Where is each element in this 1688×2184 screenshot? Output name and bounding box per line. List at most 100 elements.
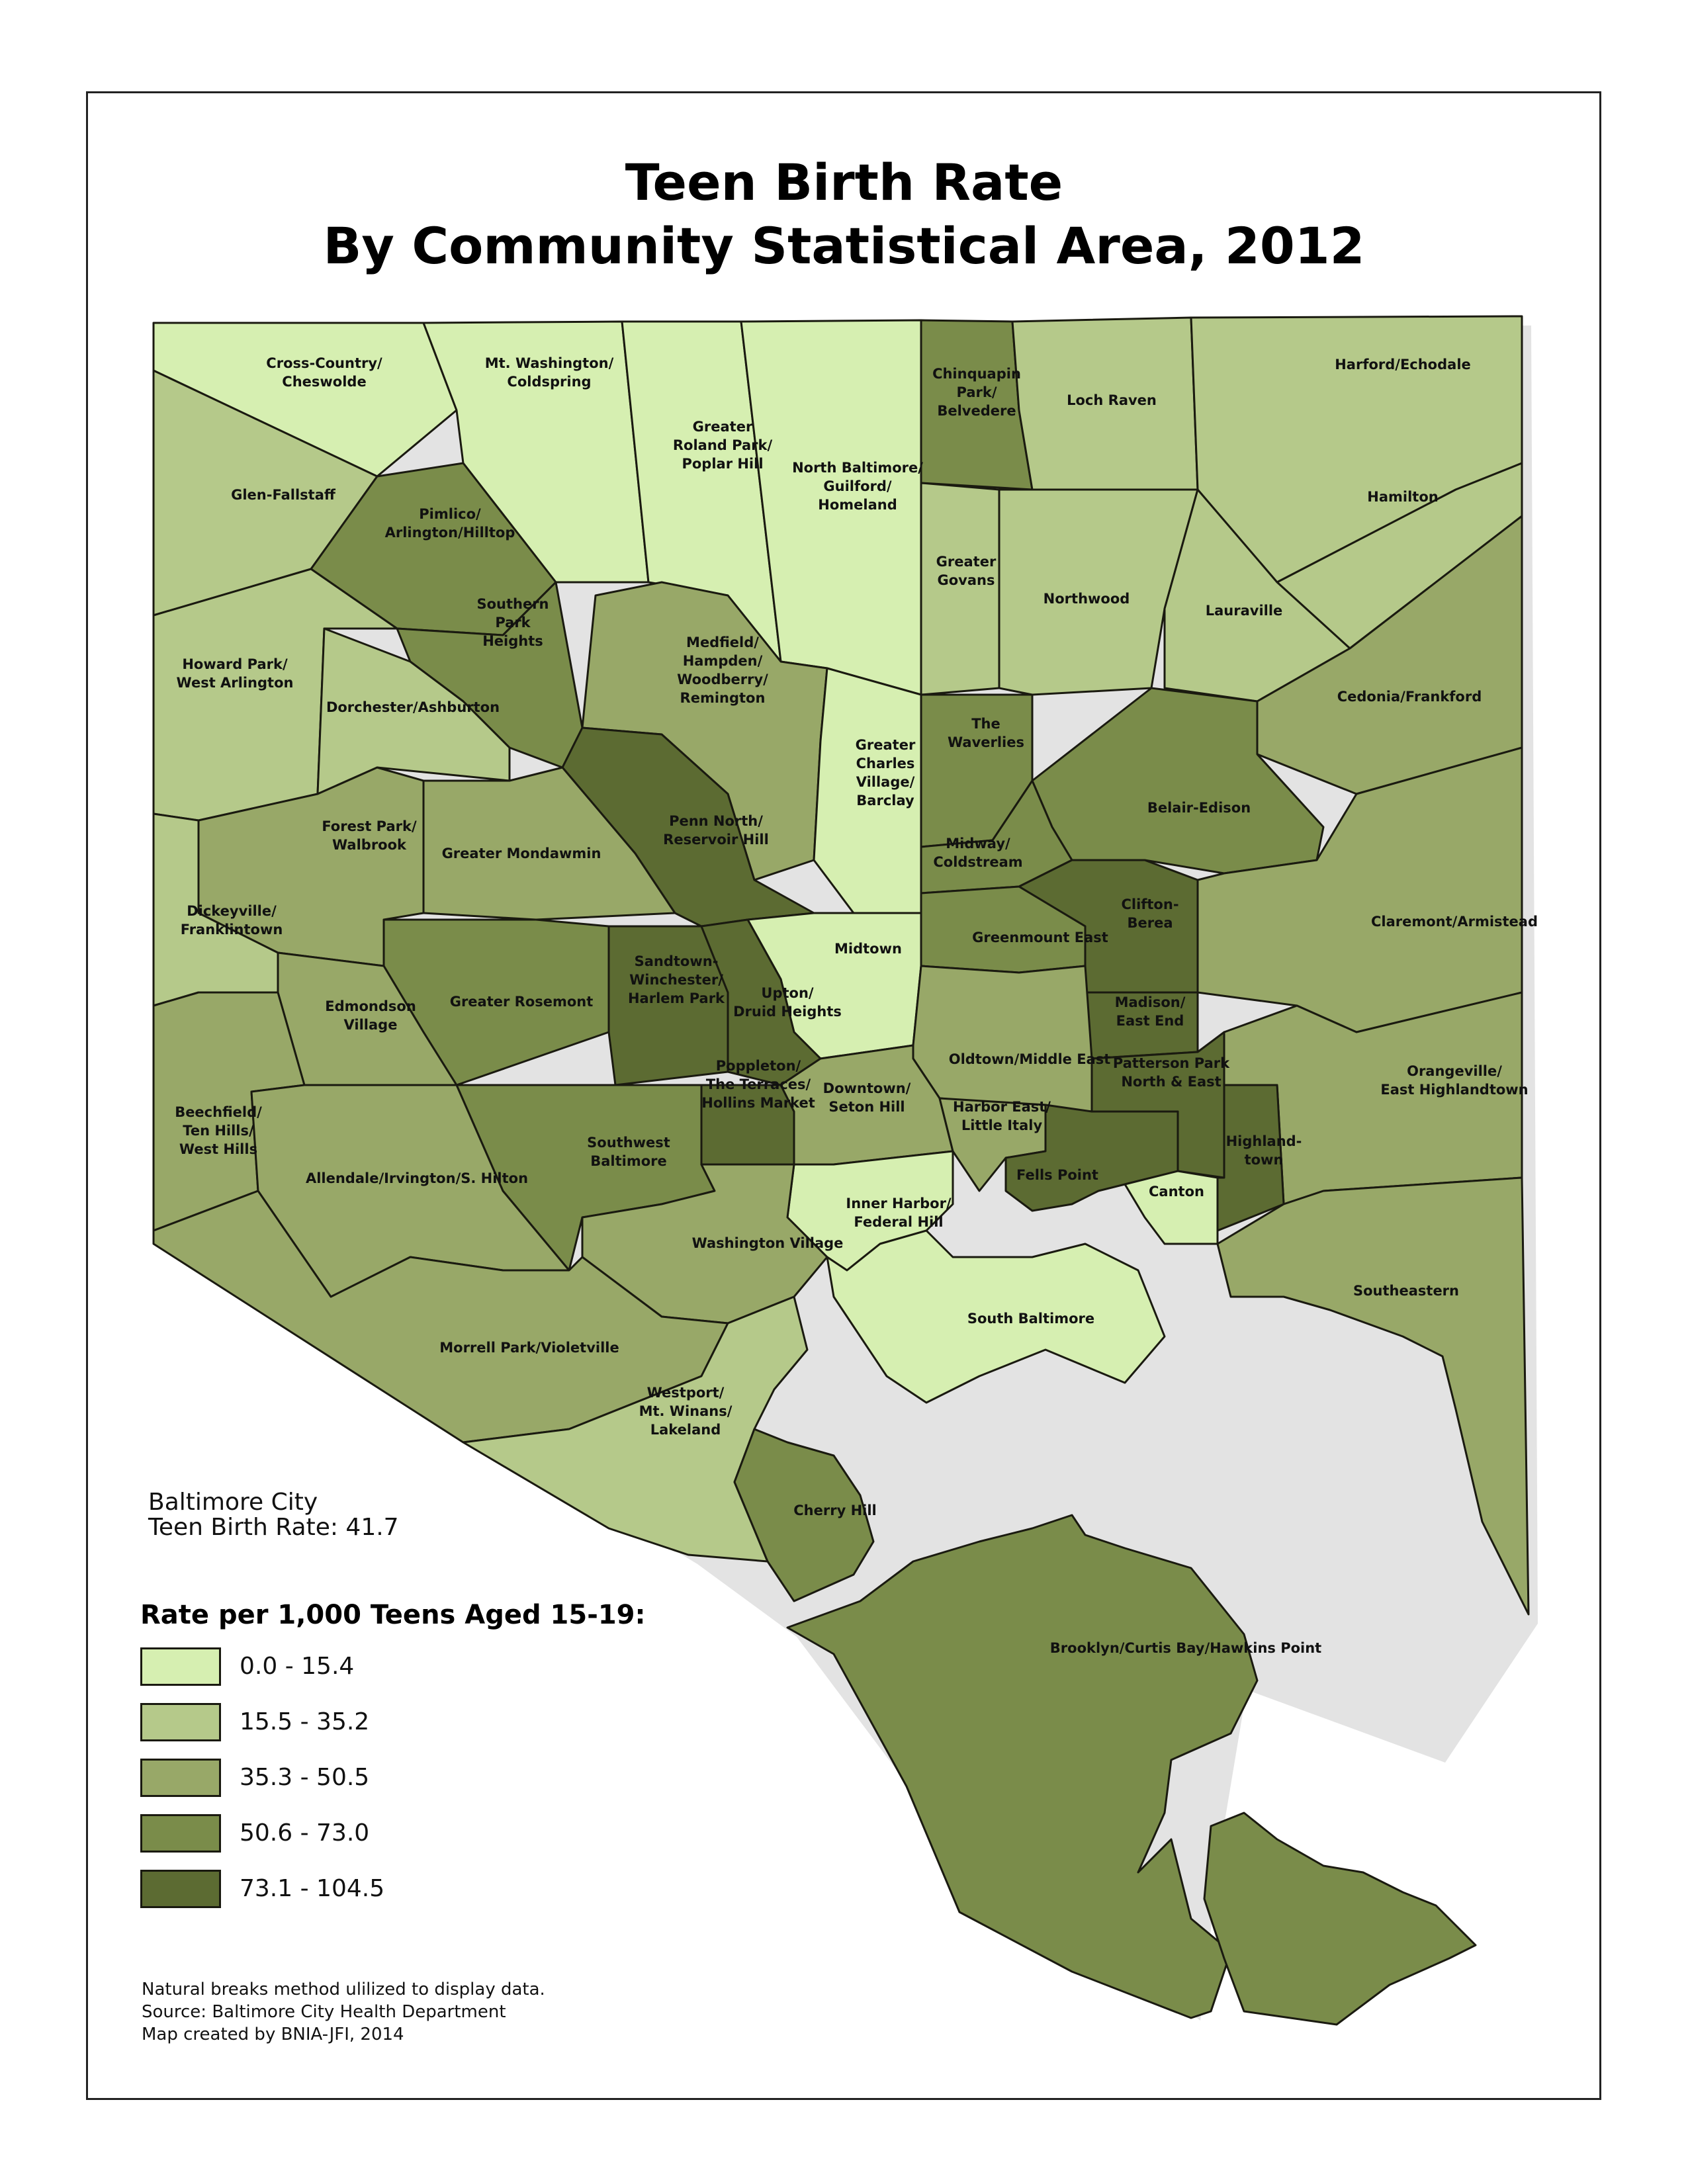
area-brooklyn[interactable] — [786, 1514, 1259, 2019]
area-label-line: Greater — [936, 554, 997, 570]
area-cross-country[interactable] — [152, 322, 458, 478]
area-label-line: Walbrook — [332, 837, 407, 853]
area-label-line: Harbor East/ — [953, 1099, 1051, 1115]
area-label-line: Fells Point — [1016, 1167, 1098, 1183]
legend-label: 73.1 - 104.5 — [240, 1875, 385, 1902]
area-label-oldtown: Oldtown/Middle East — [949, 1051, 1111, 1067]
area-label-line: Hamilton — [1367, 489, 1438, 505]
title-line-2: By Community Statistical Area, 2012 — [323, 216, 1365, 275]
area-label-line: Greater Rosemont — [450, 994, 594, 1010]
area-label-line: Charles — [856, 756, 915, 771]
area-label-line: Pimlico/ — [419, 506, 481, 522]
city-rate-line-1: Baltimore City — [148, 1489, 318, 1516]
area-label-line: Roland Park/ — [673, 437, 773, 453]
area-label-line: Allendale/Irvington/S. Hilton — [306, 1170, 528, 1186]
area-label-line: Forest Park/ — [322, 818, 417, 834]
area-south-baltimore[interactable] — [826, 1229, 1166, 1404]
area-label-line: Oldtown/Middle East — [949, 1051, 1111, 1067]
area-label-line: Poplar Hill — [682, 456, 763, 472]
area-charles-village[interactable] — [813, 667, 922, 914]
area-fells-point[interactable] — [1004, 1104, 1179, 1212]
area-label-line: Edmondson — [325, 998, 416, 1014]
area-label-upton: Upton/Druid Heights — [733, 985, 842, 1020]
legend-item: 35.3 - 50.5 — [140, 1759, 537, 1798]
area-label-cherry-hill: Cherry Hill — [793, 1503, 877, 1518]
area-label-line: Morrell Park/Violetville — [439, 1340, 619, 1356]
area-label-waverlies: The Waverlies — [948, 716, 1024, 750]
area-label-beechfield: Beechfield/Ten Hills/West Hills — [175, 1104, 262, 1157]
legend-label: 15.5 - 35.2 — [240, 1708, 370, 1735]
area-label-line: Patterson Park — [1113, 1055, 1230, 1071]
area-label-poppleton: Poppleton/The Terraces/Hollins Market — [701, 1058, 815, 1111]
note-source: Source: Baltimore City Health Department — [142, 2002, 506, 2022]
area-label-hamilton: Hamilton — [1367, 489, 1438, 505]
area-label-midtown: Midtown — [834, 941, 902, 957]
area-label-line: North & East — [1121, 1074, 1221, 1090]
legend-item: 0.0 - 15.4 — [140, 1647, 537, 1687]
note-credit: Map created by BNIA-JFI, 2014 — [142, 2025, 404, 2044]
area-label-line: Belair-Edison — [1147, 800, 1251, 816]
area-label-line: Highland- — [1226, 1133, 1302, 1149]
legend-label: 0.0 - 15.4 — [240, 1653, 355, 1680]
city-rate-line-2: Teen Birth Rate: 41.7 — [148, 1514, 399, 1541]
area-oldtown[interactable] — [912, 965, 1093, 1113]
area-label-line: Reservoir Hill — [663, 832, 769, 848]
legend-label: 35.3 - 50.5 — [240, 1764, 370, 1791]
legend-label: 50.6 - 73.0 — [240, 1819, 370, 1847]
area-label-washington-village: Washington Village — [692, 1235, 844, 1251]
area-label-line: East Highlandtown — [1380, 1082, 1528, 1098]
area-label-southern-park: Southern Park Heights — [476, 596, 549, 649]
area-label-line: Cheswolde — [282, 374, 366, 390]
area-label-line: Coldspring — [507, 374, 591, 390]
area-cherry-hill[interactable] — [733, 1428, 875, 1602]
city-rate-summary: Baltimore City Teen Birth Rate: 41.7 — [148, 1490, 399, 1540]
area-label-glen-fallstaff: Glen-Fallstaff — [231, 487, 336, 503]
area-label-line: Belvedere — [937, 403, 1016, 419]
area-label-line: West Hills — [179, 1141, 257, 1157]
area-label-line: town — [1245, 1152, 1284, 1168]
area-label-line: Lauraville — [1206, 603, 1283, 619]
area-label-roland-park: Greater Roland Park/Poplar Hill — [673, 419, 773, 472]
area-claremont[interactable] — [1196, 746, 1523, 1033]
area-govans[interactable] — [920, 482, 1000, 696]
area-label-line: Federal Hill — [854, 1214, 943, 1230]
area-label-line: Arlington/Hilltop — [385, 525, 515, 541]
area-label-howard-park: Howard Park/West Arlington — [177, 656, 294, 691]
area-label-line: Govans — [938, 572, 995, 588]
area-westport[interactable] — [462, 1295, 809, 1563]
area-label-rosemont: Greater Rosemont — [450, 994, 594, 1010]
area-southeastern[interactable] — [1216, 1176, 1530, 1616]
area-label-orangeville: Orangeville/East Highlandtown — [1380, 1063, 1528, 1098]
area-label-line: Beechfield/ — [175, 1104, 262, 1120]
area-mondawmin[interactable] — [422, 766, 676, 921]
legend-swatch — [140, 1814, 221, 1853]
area-label-line: South Baltimore — [967, 1311, 1094, 1327]
legend-title: Rate per 1,000 Teens Aged 15-19: — [140, 1600, 646, 1630]
area-label-chinquapin: Chinquapin Park/Belvedere — [932, 366, 1021, 419]
area-label-pimlico: Pimlico/Arlington/Hilltop — [385, 506, 515, 541]
area-label-line: Winchester/ — [629, 972, 723, 988]
area-label-line: Waverlies — [948, 734, 1024, 750]
area-label-penn-north: Penn North/Reservoir Hill — [663, 813, 769, 848]
area-label-inner-harbor: Inner Harbor/Federal Hill — [846, 1196, 952, 1230]
legend-swatch — [140, 1703, 221, 1741]
area-label-line: Northwood — [1044, 591, 1130, 607]
area-labels: Cross-Country/Cheswolde Mt. Washington/Co… — [175, 355, 1538, 1656]
area-label-north-baltimore: North Baltimore/Guilford/Homeland — [792, 460, 923, 513]
title-line-1: Teen Birth Rate — [625, 153, 1063, 212]
area-brooklyn-east[interactable] — [1203, 1812, 1477, 2026]
area-label-line: Southeastern — [1353, 1283, 1459, 1299]
area-label-brooklyn: Brooklyn/Curtis Bay/Hawkins Point — [1050, 1640, 1321, 1656]
area-label-line: Park/ — [957, 384, 997, 400]
area-label-line: Remington — [680, 690, 766, 706]
area-label-line: Southern — [476, 596, 549, 612]
legend-swatch — [140, 1870, 221, 1908]
area-label-line: Berea — [1127, 915, 1173, 931]
area-label-line: Village/ — [856, 774, 915, 790]
area-label-line: Southwest — [587, 1135, 670, 1151]
area-label-line: Penn North/ — [669, 813, 763, 829]
area-label-line: Midway/ — [946, 836, 1010, 852]
note-method: Natural breaks method ulilized to displa… — [142, 1980, 545, 1999]
area-label-line: Woodberry/ — [677, 672, 768, 687]
